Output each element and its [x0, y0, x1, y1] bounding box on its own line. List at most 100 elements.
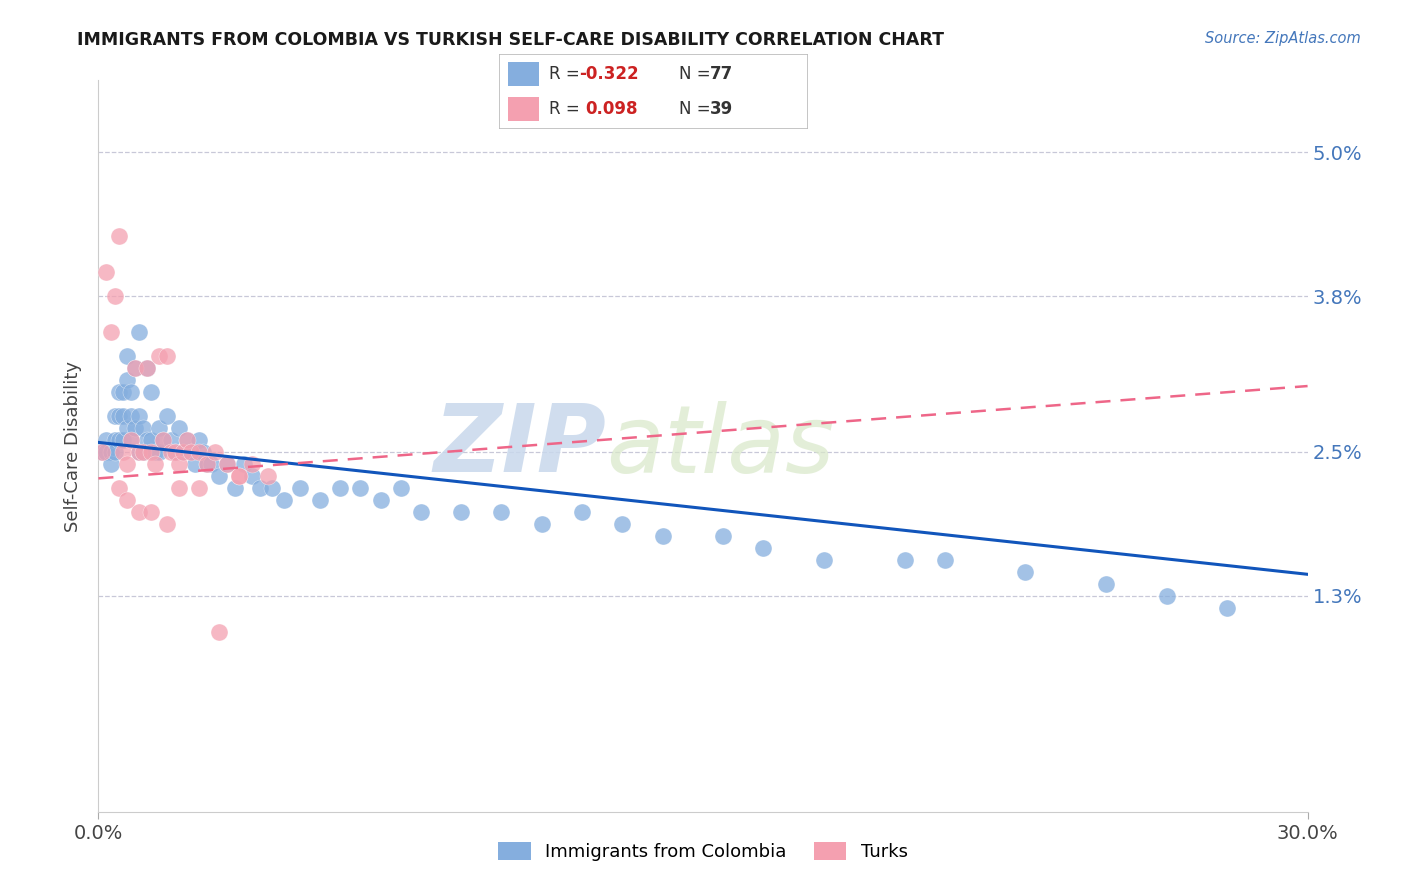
Legend: Immigrants from Colombia, Turks: Immigrants from Colombia, Turks: [491, 835, 915, 869]
Point: [160, 433, 183, 447]
Y-axis label: Self-Care Disability: Self-Care Disability: [65, 360, 83, 532]
Text: R =: R =: [548, 65, 585, 83]
Point: [120, 385, 142, 400]
Point: [813, 553, 835, 567]
Point: [224, 481, 246, 495]
Point: [139, 385, 162, 400]
Point: [139, 445, 162, 459]
FancyBboxPatch shape: [509, 96, 540, 121]
Point: [184, 457, 207, 471]
Text: IMMIGRANTS FROM COLOMBIA VS TURKISH SELF-CARE DISABILITY CORRELATION CHART: IMMIGRANTS FROM COLOMBIA VS TURKISH SELF…: [77, 31, 945, 49]
Point: [180, 445, 202, 459]
Text: N =: N =: [679, 65, 716, 83]
Text: -0.322: -0.322: [579, 65, 640, 83]
Point: [167, 457, 190, 471]
Point: [128, 445, 150, 459]
Point: [139, 433, 162, 447]
Text: 0.098: 0.098: [586, 100, 638, 118]
Point: [107, 229, 129, 244]
Point: [143, 445, 166, 459]
Point: [111, 445, 134, 459]
Point: [752, 541, 775, 555]
Point: [491, 505, 513, 519]
Point: [612, 516, 634, 531]
Point: [120, 433, 142, 447]
Point: [91, 445, 114, 459]
Point: [217, 457, 239, 471]
Point: [91, 445, 114, 459]
Point: [132, 421, 155, 435]
Point: [208, 624, 231, 639]
Point: [240, 469, 263, 483]
Point: [571, 505, 593, 519]
Text: Source: ZipAtlas.com: Source: ZipAtlas.com: [1205, 31, 1361, 46]
Point: [100, 445, 122, 459]
Point: [1095, 577, 1118, 591]
Point: [115, 349, 138, 363]
Point: [450, 505, 472, 519]
Point: [195, 457, 218, 471]
Point: [152, 433, 174, 447]
Point: [329, 481, 352, 495]
Point: [96, 445, 118, 459]
Point: [260, 481, 283, 495]
Point: [249, 481, 271, 495]
FancyBboxPatch shape: [509, 62, 540, 87]
Point: [111, 409, 134, 423]
Point: [208, 469, 231, 483]
Point: [132, 445, 155, 459]
Point: [200, 457, 222, 471]
Point: [107, 433, 129, 447]
Point: [188, 433, 211, 447]
Point: [195, 457, 218, 471]
Point: [152, 433, 174, 447]
Point: [143, 457, 166, 471]
Point: [893, 553, 915, 567]
Point: [176, 433, 198, 447]
Point: [115, 457, 138, 471]
Point: [96, 433, 118, 447]
Point: [204, 445, 226, 459]
Point: [228, 469, 250, 483]
Point: [148, 349, 170, 363]
Point: [115, 492, 138, 507]
Point: [139, 505, 162, 519]
Point: [934, 553, 956, 567]
Point: [1216, 600, 1239, 615]
Point: [103, 445, 125, 459]
Point: [96, 265, 118, 279]
Point: [135, 361, 157, 376]
Point: [256, 469, 278, 483]
Point: [124, 421, 146, 435]
Point: [156, 409, 179, 423]
Point: [172, 445, 194, 459]
Point: [188, 445, 211, 459]
Point: [409, 505, 432, 519]
Point: [193, 445, 215, 459]
Point: [100, 325, 122, 339]
Point: [156, 349, 179, 363]
Point: [111, 385, 134, 400]
Point: [163, 445, 186, 459]
Point: [128, 445, 150, 459]
Point: [651, 529, 673, 543]
Point: [148, 445, 170, 459]
Point: [228, 469, 250, 483]
Point: [172, 445, 194, 459]
Point: [107, 481, 129, 495]
Point: [115, 421, 138, 435]
Text: 77: 77: [710, 65, 733, 83]
Point: [124, 361, 146, 376]
Point: [103, 409, 125, 423]
Point: [128, 325, 150, 339]
Point: [132, 445, 155, 459]
Text: 39: 39: [710, 100, 733, 118]
Point: [120, 409, 142, 423]
Point: [120, 433, 142, 447]
Point: [160, 445, 183, 459]
Point: [530, 516, 553, 531]
Point: [232, 457, 254, 471]
Point: [370, 492, 392, 507]
Text: N =: N =: [679, 100, 716, 118]
FancyBboxPatch shape: [499, 54, 808, 129]
